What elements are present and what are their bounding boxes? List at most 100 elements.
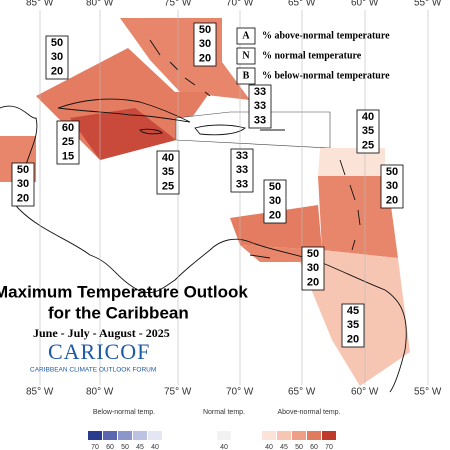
legend-key-box [236,67,256,85]
outlook-box [356,109,380,154]
legend-key-box [236,27,256,45]
color-bar-swatch [118,431,132,440]
outlook-normal: 33 [236,164,248,176]
color-bar-tick: 40 [265,444,273,450]
color-bar-tick: 60 [106,444,114,450]
region-leeward [318,148,385,176]
outlook-above: 50 [269,181,281,193]
outlook-below: 20 [51,66,63,78]
outlook-below: 20 [199,53,211,65]
lon-label-top: 65° W [288,0,316,9]
meridians [39,10,429,385]
outlook-normal: 30 [51,51,63,63]
outlook-normal: 33 [254,100,266,112]
outlook-normal: 30 [269,195,281,207]
lon-label-bottom: 65° W [288,387,316,398]
color-bar-label: Normal temp. [203,409,245,416]
outlook-normal: 25 [62,136,74,148]
color-bar-tick: 40 [151,444,159,450]
lon-label-bottom: 85° W [26,387,54,398]
outlook-above: 45 [347,305,359,317]
outlook-above: 33 [254,86,266,98]
outlook-below: 20 [347,334,359,346]
season: June - July - August - 2025 [33,326,170,340]
region-windward [318,176,398,258]
outlook-above: 50 [307,248,319,260]
outlook-below: 15 [62,151,74,163]
color-bar-swatch [262,431,276,440]
outlook-box [248,84,272,129]
outlook-normal: 30 [17,178,29,190]
color-bar-swatch [307,431,321,440]
outlook-normal: 35 [162,166,174,178]
outlook-above: 40 [362,111,374,123]
region-venezuela [240,245,322,262]
color-bar-tick: 45 [280,444,288,450]
color-bar-tick: 60 [310,444,318,450]
region-abc [230,205,322,250]
outlook-box [45,35,69,80]
outlook-above: 33 [236,150,248,162]
lon-label-bottom: 80° W [86,387,114,398]
outlook-below: 25 [362,140,374,152]
color-bar-swatch [322,431,336,440]
outlook-box [156,150,180,195]
outlook-box [380,164,404,209]
logo: CARICOF [48,339,150,364]
outlook-normal: 30 [386,180,398,192]
outlook-above: 50 [199,24,211,36]
outlook-below: 20 [386,195,398,207]
lon-label-top: 55° W [414,0,442,9]
outlook-box [301,246,325,291]
color-bar-tick: 50 [121,444,129,450]
outlook-above: 40 [162,152,174,164]
subtitle: for the Caribbean [48,303,189,322]
outlook-box [341,303,365,348]
outlook-below: 20 [269,210,281,222]
outlook-box [263,179,287,224]
outlook-normal: 35 [362,125,374,137]
lon-label-top: 80° W [86,0,114,9]
legend-key-box [236,47,256,65]
legend-text: % normal temperature [262,50,362,61]
legend-text: % below-normal temperature [262,70,390,81]
outlook-above: 60 [62,122,74,134]
outlook-normal: 30 [199,38,211,50]
region-cuba [36,48,210,160]
outlook-below: 20 [17,193,29,205]
outlook-normal: 35 [347,319,359,331]
outlook-above: 50 [17,164,29,176]
color-bar-tick: 70 [91,444,99,450]
lon-label-bottom: 75° W [164,387,192,398]
region-south-cuba [70,108,176,160]
lon-label-bottom: 60° W [351,387,379,398]
region-bahamas [120,18,250,100]
legend-key: A [242,30,250,41]
outlook-above: 50 [386,166,398,178]
lon-label-bottom: 70° W [226,387,254,398]
outlook-above: 50 [51,37,63,49]
color-bar-swatch [277,431,291,440]
color-bar-label: Below-normal temp. [93,409,155,416]
legend-text: % above-normal temperature [262,30,390,41]
color-bar-swatch [88,431,102,440]
outlook-box [11,162,35,207]
outlook-below: 33 [236,179,248,191]
color-bar-swatch [133,431,147,440]
color-bar-tick: 70 [325,444,333,450]
color-bar-label: Above-normal temp. [277,409,340,416]
outlook-below: 20 [307,277,319,289]
color-bar-tick: 45 [136,444,144,450]
color-bar-swatch [103,431,117,440]
lon-label-bottom: 55° W [414,387,442,398]
outlook-below: 25 [162,181,174,193]
outlook-box [56,120,80,165]
lon-label-top: 85° W [26,0,54,9]
legend-key: B [243,70,250,81]
lon-label-top: 75° W [164,0,192,9]
color-bar-tick: 50 [295,444,303,450]
legend-key: N [242,50,250,61]
logo-subtitle: CARIBBEAN CLIMATE OUTLOOK FORUM [30,367,156,374]
outlook-normal: 30 [307,262,319,274]
